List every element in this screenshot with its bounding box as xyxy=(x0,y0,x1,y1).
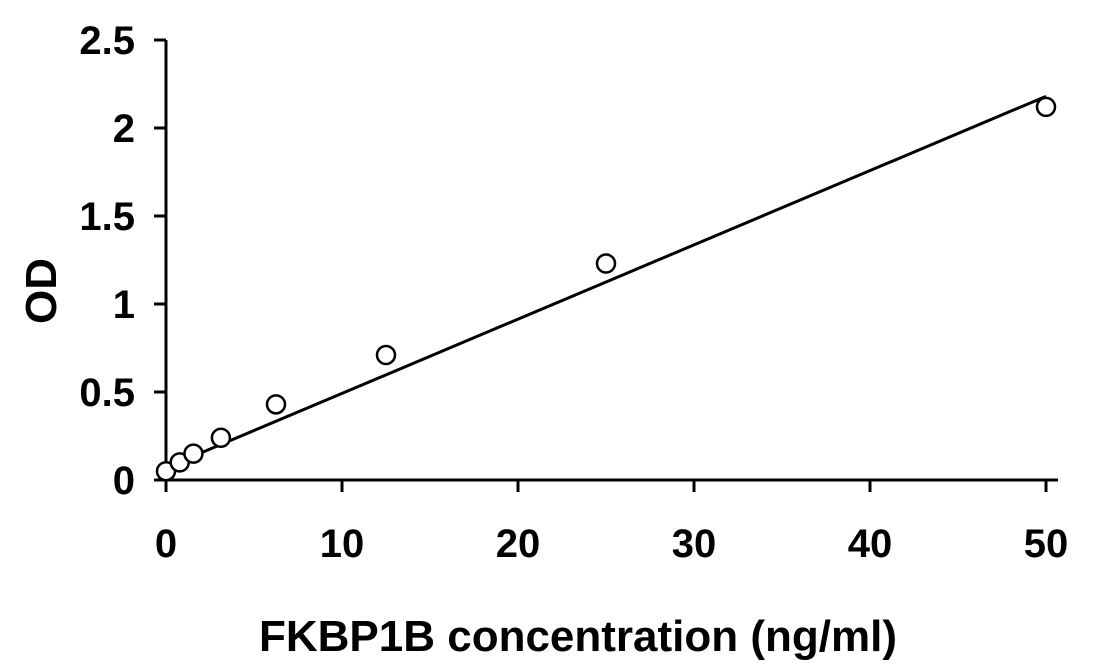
y-tick-label: 1 xyxy=(113,283,135,327)
data-point xyxy=(375,344,397,366)
x-tick-label: 10 xyxy=(320,522,365,566)
x-tick-label: 30 xyxy=(672,522,717,566)
y-tick-label: 2 xyxy=(113,107,135,151)
y-tick-label: 0.5 xyxy=(79,371,135,415)
data-point xyxy=(595,253,617,274)
data-point xyxy=(183,443,204,464)
x-tick-label: 50 xyxy=(1024,522,1069,566)
x-tick-label: 20 xyxy=(496,522,541,566)
axes xyxy=(164,40,1058,482)
y-axis-ticks: 0 0.5 1 1.5 2 2.5 xyxy=(79,19,166,503)
data-point xyxy=(1035,96,1057,118)
x-tick-label: 40 xyxy=(848,522,893,566)
y-tick-label: 0 xyxy=(113,459,135,503)
data-points xyxy=(155,96,1057,482)
y-tick-label: 2.5 xyxy=(79,19,135,63)
x-tick-label: 0 xyxy=(155,522,177,566)
data-point xyxy=(210,427,232,449)
trendline-group xyxy=(165,94,1047,470)
y-axis-title: OD xyxy=(17,258,66,324)
x-axis-ticks: 0 10 20 30 40 50 xyxy=(155,480,1068,566)
y-tick-label: 1.5 xyxy=(79,195,135,239)
x-axis-title: FKBP1B concentration (ng/ml) xyxy=(259,612,897,661)
data-point xyxy=(265,394,287,415)
trendline xyxy=(165,94,1047,470)
